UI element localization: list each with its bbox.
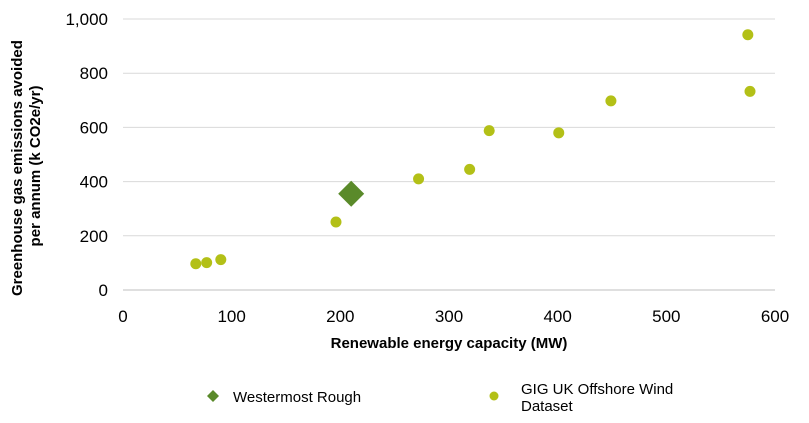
- legend-marker-circle-icon: [489, 391, 499, 401]
- data-point-gig-offshore-wind: [742, 29, 754, 41]
- data-points: [190, 29, 756, 270]
- legend-label-gig-dataset-line-2: Dataset: [521, 398, 574, 415]
- data-point-gig-offshore-wind: [744, 85, 756, 97]
- legend: Westermost Rough GIG UK Offshore Wind Da…: [207, 381, 677, 415]
- x-tick-label: 500: [652, 307, 680, 326]
- data-point-gig-offshore-wind: [483, 125, 495, 137]
- data-point-westermost-rough: [338, 180, 365, 207]
- legend-label-gig-dataset: GIG UK Offshore Wind Dataset: [521, 381, 677, 415]
- data-point-gig-offshore-wind: [605, 95, 617, 107]
- gridlines: [123, 18, 775, 237]
- x-tick-label: 0: [118, 307, 127, 326]
- y-tick-label: 1,000: [65, 10, 108, 29]
- y-axis-title: Greenhouse gas emissions avoided per ann…: [9, 36, 44, 296]
- x-tick-label: 100: [217, 307, 245, 326]
- data-point-gig-offshore-wind: [413, 173, 425, 185]
- x-tick-label: 600: [761, 307, 789, 326]
- y-tick-label: 400: [80, 173, 108, 192]
- data-point-gig-offshore-wind: [215, 254, 227, 266]
- x-tick-label: 200: [326, 307, 354, 326]
- x-tick-label: 300: [435, 307, 463, 326]
- y-tick-label: 800: [80, 64, 108, 83]
- legend-label-westermost-rough: Westermost Rough: [233, 389, 361, 406]
- data-point-gig-offshore-wind: [330, 216, 342, 228]
- y-tick-label: 0: [99, 281, 108, 300]
- data-point-gig-offshore-wind: [190, 258, 202, 270]
- y-axis-title-line-1: Greenhouse gas emissions avoided: [9, 40, 26, 296]
- y-axis-title-line-2: per annum (k CO2e/yr): [27, 86, 44, 247]
- y-tick-label: 200: [80, 227, 108, 246]
- legend-label-gig-dataset-line-1: GIG UK Offshore Wind: [521, 381, 673, 398]
- y-tick-labels: 0 200 400 600 800 1,000: [65, 10, 108, 300]
- data-point-gig-offshore-wind: [553, 127, 565, 139]
- x-tick-label: 400: [543, 307, 571, 326]
- y-tick-label: 600: [80, 118, 108, 137]
- legend-marker-diamond-icon: [207, 390, 219, 402]
- x-tick-labels: 0 100 200 300 400 500 600: [118, 307, 789, 326]
- data-point-gig-offshore-wind: [201, 257, 213, 269]
- x-axis-title: Renewable energy capacity (MW): [331, 335, 568, 352]
- data-point-gig-offshore-wind: [464, 163, 476, 175]
